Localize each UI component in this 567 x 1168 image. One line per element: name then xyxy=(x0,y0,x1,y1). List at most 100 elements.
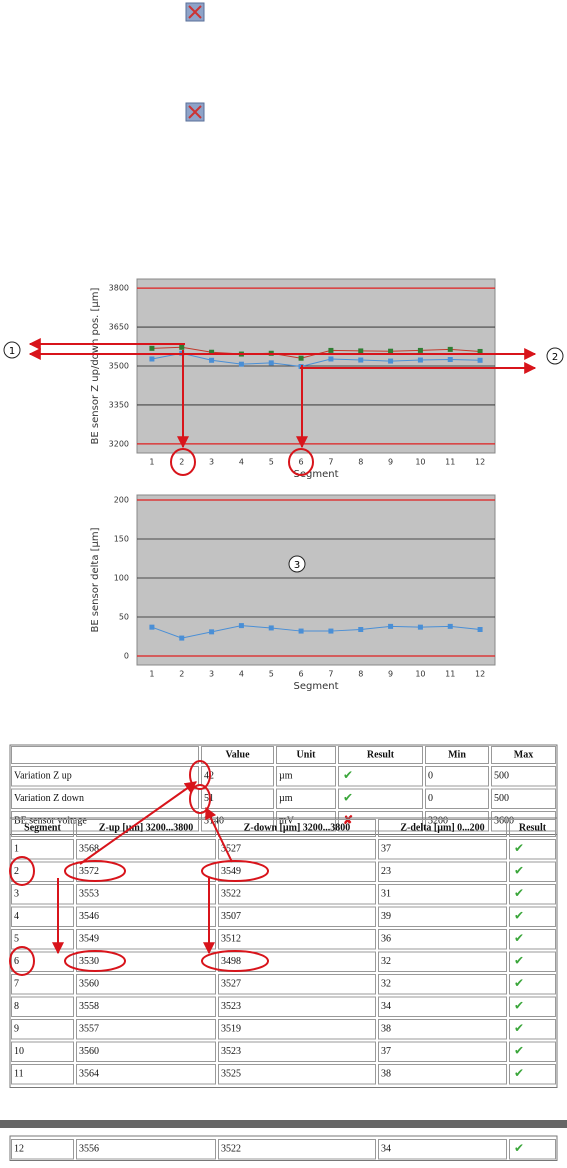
y-tick-label: 100 xyxy=(114,574,129,583)
table-cell: 38 xyxy=(381,1069,391,1080)
arrow xyxy=(79,781,197,865)
plot-area xyxy=(136,494,496,666)
cell-border xyxy=(378,1139,507,1160)
highlight xyxy=(288,448,314,476)
table-cell: 500 xyxy=(494,771,509,782)
cell-border xyxy=(218,861,376,882)
cell-border xyxy=(425,811,489,832)
x-tick-label: 9 xyxy=(388,458,393,467)
cell-border xyxy=(76,1041,216,1062)
point xyxy=(417,347,423,353)
point xyxy=(328,347,334,353)
point xyxy=(268,625,274,631)
point xyxy=(209,629,215,635)
column-header: Max xyxy=(514,749,533,760)
cell-border xyxy=(338,811,423,832)
x-tick-label: 10 xyxy=(415,458,425,467)
x-tick-label: 8 xyxy=(358,670,363,679)
highlight xyxy=(64,950,126,972)
cell-border xyxy=(76,839,216,860)
x-tick-label: 3 xyxy=(209,458,214,467)
table-cell: ✔ xyxy=(514,976,524,990)
point xyxy=(417,357,423,363)
cell-border xyxy=(338,766,423,787)
cell-border xyxy=(218,1139,376,1160)
table-cell: 36 xyxy=(381,934,391,945)
table-cell: 3523 xyxy=(221,1001,241,1012)
highlight xyxy=(9,856,35,886)
cell-border xyxy=(11,819,74,837)
cell-border xyxy=(218,1019,376,1040)
table-cell: 0 xyxy=(428,793,433,804)
x-axis-label: Segment xyxy=(294,469,339,480)
cell-border xyxy=(509,996,556,1017)
expand-icon[interactable] xyxy=(185,102,205,122)
cell-border xyxy=(425,788,489,809)
table-cell: ✔ xyxy=(343,768,353,782)
table-cell: 8 xyxy=(14,1001,19,1012)
cell-border xyxy=(218,839,376,860)
cell-border xyxy=(378,929,507,950)
cell-border xyxy=(11,1064,74,1085)
x-tick-label: 2 xyxy=(179,458,184,467)
point xyxy=(179,344,185,350)
y-axis-label: BE sensor Z up/down pos. [µm] xyxy=(90,287,101,444)
cell-border xyxy=(378,884,507,905)
column-header: Z-delta [µm] 0...200 xyxy=(400,822,484,833)
point xyxy=(149,345,155,351)
cell-border xyxy=(378,819,507,837)
table-cell: ✔ xyxy=(514,1141,524,1155)
y-tick-label: 50 xyxy=(119,613,129,622)
cell-border xyxy=(509,1064,556,1085)
cell-border xyxy=(378,861,507,882)
point xyxy=(447,346,453,352)
callout: 1 xyxy=(9,346,15,357)
table-cell: 32 xyxy=(381,956,391,967)
table-cell: 1 xyxy=(14,844,19,855)
column-header: Result xyxy=(519,822,547,833)
highlight xyxy=(201,950,269,972)
cell-border xyxy=(509,884,556,905)
column-header: Value xyxy=(225,749,250,760)
x-tick-label: 8 xyxy=(358,458,363,467)
table-cell: ✔ xyxy=(514,841,524,855)
cell-border xyxy=(201,766,274,787)
x-tick-label: 6 xyxy=(299,458,304,467)
y-tick-label: 0 xyxy=(124,652,129,661)
cell-border xyxy=(218,1041,376,1062)
point xyxy=(298,355,304,361)
cell-border xyxy=(509,839,556,860)
callout-circle xyxy=(3,341,21,359)
cell-border xyxy=(276,766,336,787)
x-tick-label: 5 xyxy=(269,458,274,467)
cell-border xyxy=(509,974,556,995)
table-cell: 0 xyxy=(428,771,433,782)
table-cell: mV xyxy=(279,816,295,827)
y-axis-label: BE sensor delta [µm] xyxy=(90,527,101,632)
table-cell: 3549 xyxy=(79,934,99,945)
expand-icon[interactable] xyxy=(185,2,205,22)
cell-border xyxy=(276,811,336,832)
x-tick-label: 6 xyxy=(299,670,304,679)
cell-border xyxy=(425,766,489,787)
table-cell: 3519 xyxy=(221,1024,241,1035)
cell-border xyxy=(425,746,489,764)
point xyxy=(417,624,423,630)
cell-border xyxy=(378,1019,507,1040)
point xyxy=(388,348,394,354)
table-cell: 3530 xyxy=(79,956,99,967)
table-cell: 3527 xyxy=(221,844,241,855)
point xyxy=(358,348,364,354)
table-cell: 31 xyxy=(381,889,391,900)
table-cell: ✔ xyxy=(514,1044,524,1058)
y-tick-label: 200 xyxy=(114,495,129,504)
point xyxy=(477,348,483,354)
table-cell: ✔ xyxy=(514,886,524,900)
y-tick-label: 3800 xyxy=(109,284,129,293)
series-line xyxy=(151,352,481,368)
y-tick-label: 3500 xyxy=(109,362,129,371)
cell-border xyxy=(201,811,274,832)
table-cell: 3 xyxy=(14,889,19,900)
table-cell: 3553 xyxy=(79,889,99,900)
